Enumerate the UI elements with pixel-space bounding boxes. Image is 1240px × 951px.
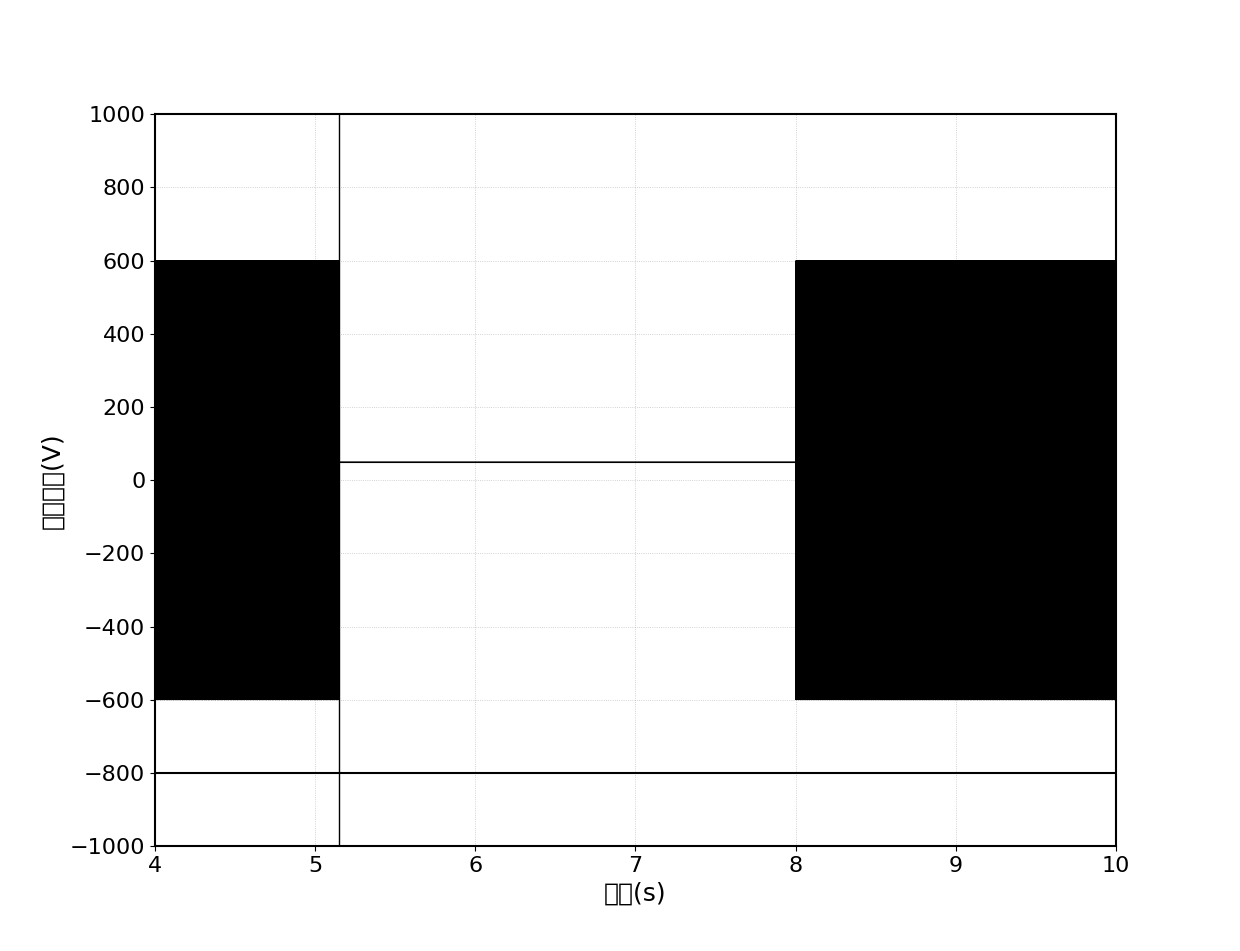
X-axis label: 时间(s): 时间(s)	[604, 882, 667, 905]
Y-axis label: 输出电压(V): 输出电压(V)	[40, 432, 64, 529]
